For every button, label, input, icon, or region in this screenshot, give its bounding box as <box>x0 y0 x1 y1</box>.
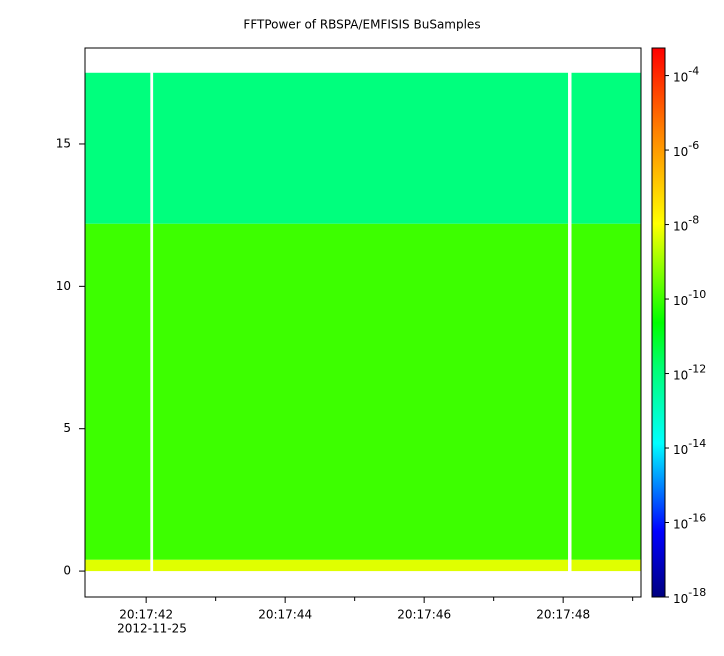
colorbar-tick-exponent: -8 <box>688 214 699 227</box>
colorbar-tick-label: 10-14 <box>673 437 706 457</box>
colorbar-tick-exponent: -10 <box>688 288 706 301</box>
colorbar-tick-base: 10 <box>673 145 688 159</box>
x-tick-label: 20:17:48 <box>536 608 590 622</box>
colorbar-tick-base: 10 <box>673 70 688 84</box>
spectrogram-cell <box>85 223 151 560</box>
colorbar-tick-label: 10-4 <box>673 65 699 85</box>
y-tick-label: 5 <box>63 421 71 435</box>
spectrogram-cell <box>571 72 641 224</box>
colorbar-tick-label: 10-6 <box>673 139 699 159</box>
chart-title: FFTPower of RBSPA/EMFISIS BuSamples <box>243 18 480 32</box>
spectrogram-cell <box>153 559 569 572</box>
spectrogram-cell <box>571 223 641 560</box>
colorbar-tick-exponent: -16 <box>688 512 706 525</box>
colorbar-tick-exponent: -4 <box>688 65 699 78</box>
colorbar-tick-base: 10 <box>673 592 688 606</box>
colorbar-tick-label: 10-10 <box>673 288 706 308</box>
colorbar-tick-base: 10 <box>673 517 688 531</box>
colorbar-tick-base: 10 <box>673 294 688 308</box>
colorbar-tick-exponent: -14 <box>688 437 706 450</box>
x-tick-label: 20:17:46 <box>397 608 451 622</box>
colorbar <box>651 47 666 598</box>
colorbar-tick-exponent: -18 <box>688 586 706 599</box>
spectrogram-cell <box>571 559 641 572</box>
spectrogram-cell <box>85 559 151 572</box>
y-tick-label: 0 <box>63 564 71 578</box>
x-tick-label: 20:17:44 <box>258 608 312 622</box>
spectrogram-cell <box>85 72 151 224</box>
colorbar-tick-base: 10 <box>673 219 688 233</box>
x-tick-label: 20:17:42 <box>119 608 173 622</box>
colorbar-tick-base: 10 <box>673 368 688 382</box>
colorbar-tick-exponent: -6 <box>688 139 699 152</box>
colorbar-tick-label: 10-8 <box>673 214 699 234</box>
colorbar-tick-exponent: -12 <box>688 363 706 376</box>
spectrogram-cell <box>153 223 569 560</box>
colorbar-tick-label: 10-16 <box>673 512 706 532</box>
y-tick-label: 10 <box>56 279 71 293</box>
colorbar-tick-base: 10 <box>673 443 688 457</box>
plot-frame <box>84 47 642 598</box>
y-tick-label: 15 <box>56 136 71 150</box>
colorbar-tick-label: 10-18 <box>673 586 706 606</box>
spectrogram-cell <box>153 72 569 224</box>
colorbar-tick-label: 10-12 <box>673 363 706 383</box>
x-date-label: 2012-11-25 <box>117 622 187 636</box>
